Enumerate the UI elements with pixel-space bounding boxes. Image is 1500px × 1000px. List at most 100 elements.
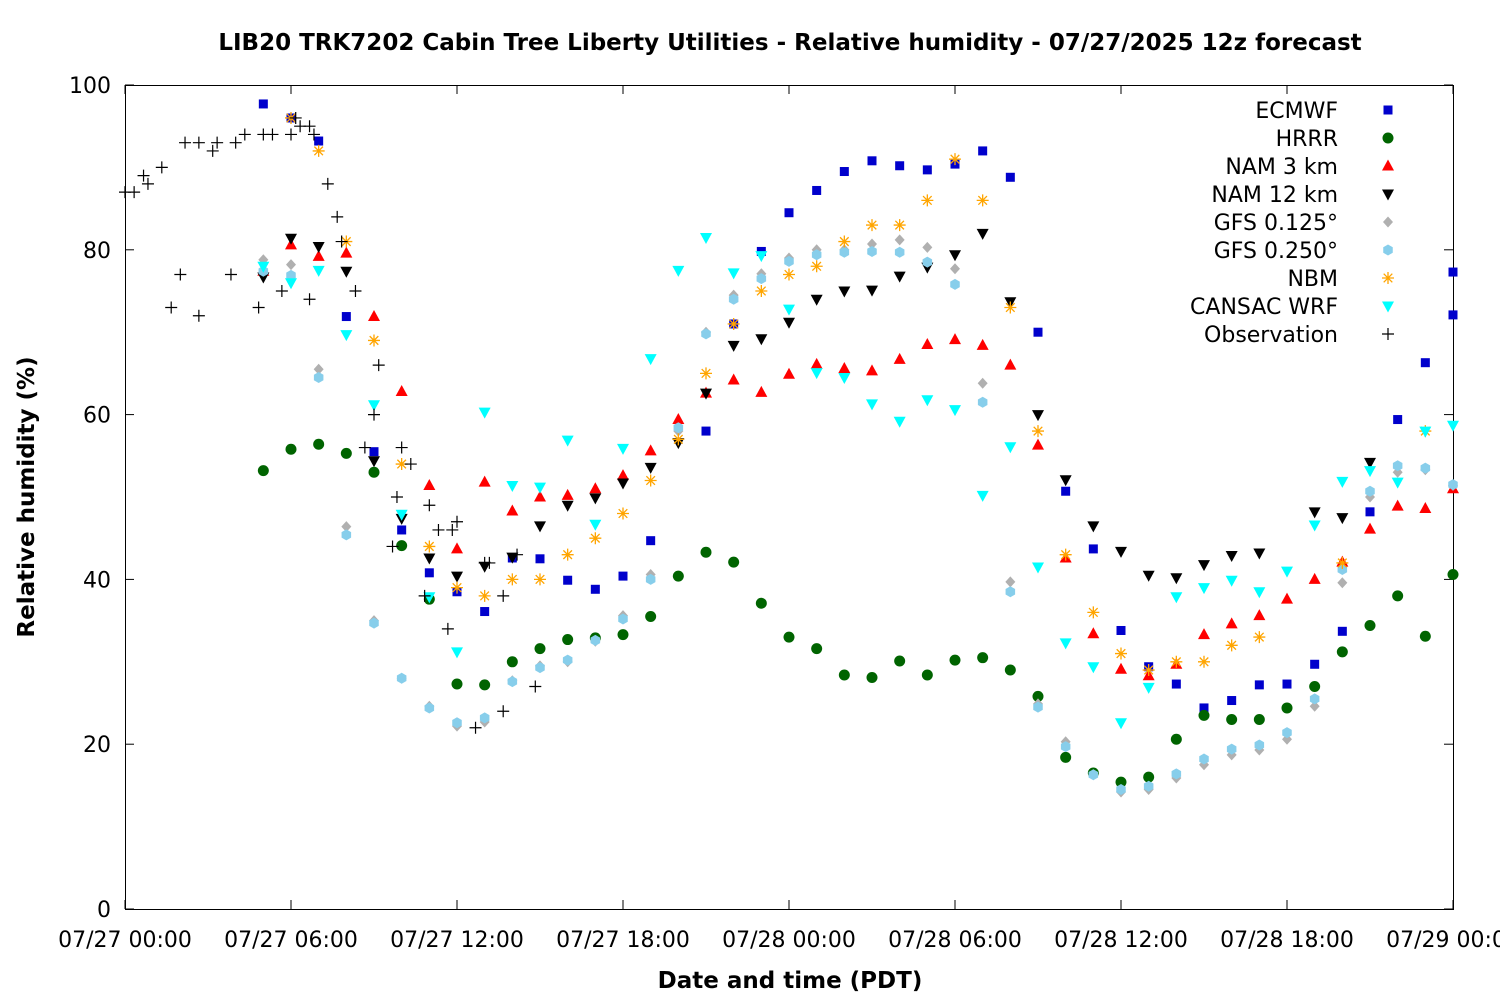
data-point: [1253, 631, 1266, 644]
data-point: [644, 354, 657, 366]
data-point: [1253, 548, 1266, 560]
data-point: [894, 655, 906, 667]
y-axis-label: Relative humidity (%): [14, 356, 40, 637]
data-point: [644, 474, 657, 487]
data-point: [783, 304, 795, 316]
data-point: [672, 570, 684, 582]
data-point: [1282, 727, 1292, 739]
data-point: [1392, 460, 1403, 472]
data-point: [1448, 479, 1458, 491]
data-point: [755, 285, 768, 297]
data-point: [480, 607, 490, 617]
data-point: [368, 466, 380, 478]
data-point: [922, 256, 933, 268]
legend-label: GFS 0.250°: [1214, 239, 1338, 264]
data-point: [1253, 609, 1266, 621]
data-point: [893, 219, 906, 232]
data-point: [349, 285, 362, 297]
data-point: [1032, 425, 1044, 438]
data-point: [341, 312, 351, 322]
data-point: [867, 156, 877, 166]
data-point: [423, 499, 436, 512]
data-point: [368, 334, 380, 347]
data-point: [165, 301, 178, 314]
data-point: [1004, 664, 1016, 676]
data-point: [866, 285, 878, 297]
data-point: [451, 647, 463, 659]
data-point: [756, 273, 767, 285]
data-point: [1281, 566, 1293, 578]
data-point: [1308, 520, 1321, 532]
data-point: [275, 285, 288, 297]
data-point: [1142, 664, 1155, 677]
data-point: [368, 400, 380, 412]
data-point: [340, 330, 353, 342]
data-point: [395, 385, 408, 397]
data-point: [1199, 753, 1209, 765]
data-point: [452, 717, 462, 729]
data-point: [589, 532, 602, 545]
data-point: [1004, 358, 1017, 370]
data-point: [1310, 659, 1320, 669]
data-point: [313, 438, 325, 450]
data-point: [978, 146, 988, 156]
data-point: [949, 250, 961, 262]
data-point: [1005, 172, 1015, 182]
data-point: [921, 395, 934, 407]
data-point: [312, 242, 325, 254]
legend-marker: [1382, 328, 1394, 340]
data-point: [921, 194, 934, 207]
x-tick-label: 07/27 06:00: [224, 928, 358, 953]
data-point: [589, 482, 602, 494]
data-point: [1005, 576, 1016, 588]
data-point: [673, 422, 684, 434]
data-point: [1365, 507, 1375, 517]
legend-label: NBM: [1287, 267, 1338, 292]
data-point: [534, 573, 546, 586]
data-point: [838, 669, 850, 681]
data-point: [838, 286, 851, 298]
data-point: [424, 702, 435, 714]
x-tick-label: 07/27 00:00: [58, 928, 192, 953]
legend-label: HRRR: [1276, 127, 1338, 152]
chart-title: LIB20 TRK7202 Cabin Tree Liberty Utiliti…: [218, 30, 1361, 56]
data-point: [1419, 502, 1432, 514]
data-point: [174, 268, 187, 281]
data-point: [1033, 701, 1043, 713]
data-point: [257, 261, 270, 273]
data-point: [1198, 560, 1210, 572]
data-point: [335, 235, 348, 248]
data-point: [1087, 606, 1100, 619]
data-point: [1059, 548, 1072, 561]
data-point: [784, 208, 794, 218]
data-point: [893, 416, 906, 428]
data-point: [423, 553, 436, 565]
data-point: [1170, 733, 1182, 745]
data-point: [1308, 572, 1321, 584]
data-point: [312, 249, 325, 261]
data-point: [1282, 679, 1292, 689]
data-point: [1032, 690, 1044, 702]
data-point: [1448, 267, 1458, 277]
data-point: [1281, 592, 1293, 604]
data-point: [312, 265, 325, 277]
data-point: [303, 120, 316, 133]
data-point: [949, 654, 961, 666]
data-point: [1087, 662, 1100, 674]
data-point: [529, 680, 542, 693]
data-point: [395, 458, 408, 471]
x-tick-label: 07/28 12:00: [1054, 928, 1188, 953]
data-point: [1364, 466, 1376, 478]
data-point: [1115, 647, 1127, 660]
data-point: [534, 490, 546, 502]
data-point: [446, 523, 459, 536]
data-point: [618, 613, 628, 625]
data-point: [1170, 592, 1183, 604]
x-axis: 07/27 00:00 07/27 06:00 07/27 12:00 07/27 1…: [58, 85, 1500, 953]
data-point: [404, 458, 417, 471]
data-point: [341, 529, 352, 541]
data-point: [266, 128, 279, 141]
data-point: [1032, 438, 1044, 450]
data-point: [950, 263, 960, 275]
data-point: [307, 128, 320, 141]
